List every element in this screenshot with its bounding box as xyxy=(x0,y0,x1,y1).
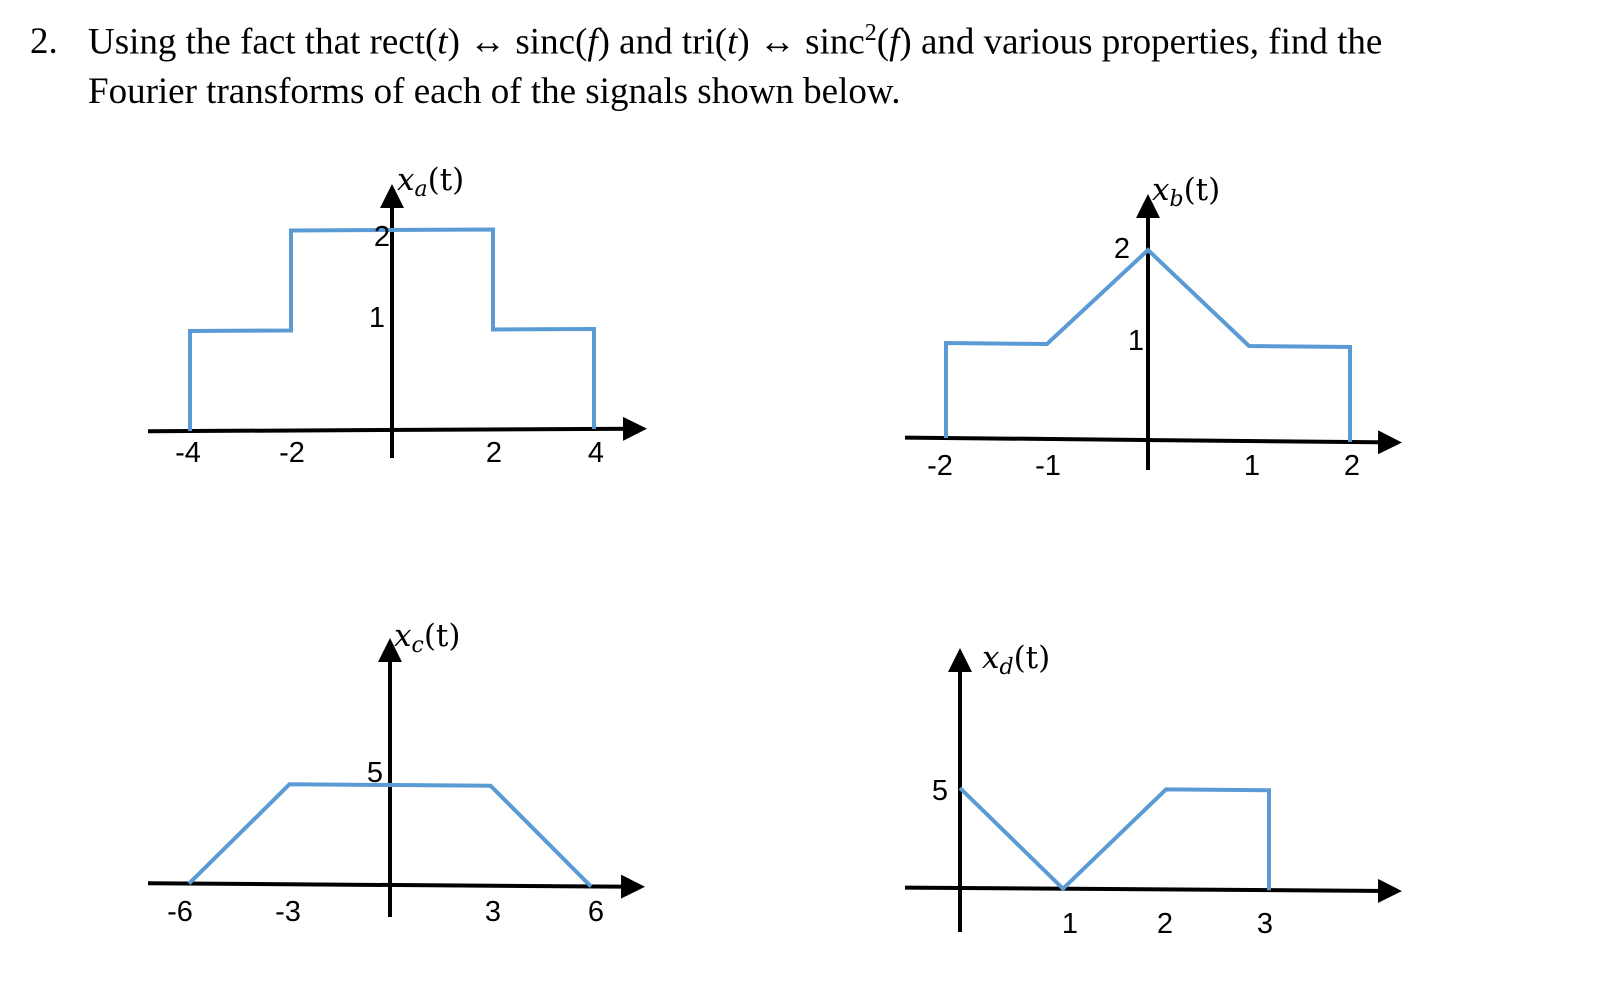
plot-c: -6 -3 3 6 5 xc(t) xyxy=(147,618,645,928)
y-tick-label: 1 xyxy=(369,302,385,334)
math-var: f xyxy=(889,21,900,63)
signal-curve-c xyxy=(187,782,593,888)
signal-label-d: xd(t) xyxy=(982,640,1050,680)
label-subscript: b xyxy=(1169,187,1183,212)
math-superscript: 2 xyxy=(864,20,877,46)
plot-a: -4 -2 2 4 2 1 xa(t) xyxy=(147,162,647,469)
x-tick-label: 3 xyxy=(485,896,501,928)
signal-label-a: xa(t) xyxy=(397,162,464,202)
problem-line-2: Fourier transforms of each of the signal… xyxy=(88,71,901,113)
problem-number: 2. xyxy=(30,21,58,63)
problem-statement: 2. Using the fact that rect(t) ↔ sinc(f) … xyxy=(30,8,1590,117)
label-arg: (t) xyxy=(1184,172,1221,208)
plot-d: 1 2 3 5 xd(t) xyxy=(904,640,1402,940)
signal-label-b: xb(t) xyxy=(1152,172,1220,212)
x-tick-label: 3 xyxy=(1257,908,1273,940)
x-tick-label: -4 xyxy=(175,437,201,469)
x-tick-label: -1 xyxy=(1035,450,1061,482)
label-arg: (t) xyxy=(424,618,461,654)
label-var: x xyxy=(394,618,412,654)
text-segment: Using the fact that rect( xyxy=(88,21,438,63)
y-tick-label: 2 xyxy=(1114,233,1130,265)
math-var: t xyxy=(437,21,448,63)
text-segment: ) and tri( xyxy=(597,21,728,63)
x-tick-label: 2 xyxy=(486,437,502,469)
x-axis-d xyxy=(904,878,1402,903)
label-subscript: a xyxy=(414,177,427,202)
problem-line-1: 2. Using the fact that rect(t) ↔ sinc(f) … xyxy=(30,8,1590,67)
y-tick-label: 1 xyxy=(1128,325,1144,357)
signal-curve-d xyxy=(958,786,1271,892)
plot-b: -2 -1 1 2 2 1 xb(t) xyxy=(904,172,1402,482)
x-tick-label: 2 xyxy=(1344,450,1360,482)
label-var: x xyxy=(397,162,415,198)
signal-curve-b xyxy=(944,247,1352,442)
label-subscript: c xyxy=(411,633,423,658)
math-var: f xyxy=(587,21,598,63)
x-tick-label: 1 xyxy=(1062,908,1078,940)
text-segment: ) ↔ sinc xyxy=(737,21,865,63)
label-subscript: d xyxy=(999,655,1013,680)
x-tick-label: 1 xyxy=(1244,450,1260,482)
text-segment: ) and various properties, find the xyxy=(899,21,1383,63)
x-tick-label: 6 xyxy=(588,896,604,928)
text-segment: ( xyxy=(876,21,890,63)
math-var: t xyxy=(727,21,738,63)
label-var: x xyxy=(982,640,1000,676)
y-tick-label: 2 xyxy=(374,221,390,253)
x-tick-label: 4 xyxy=(588,437,604,469)
x-tick-label: -2 xyxy=(927,450,953,482)
y-tick-label: 5 xyxy=(367,757,383,789)
x-tick-label: -3 xyxy=(275,896,301,928)
x-tick-label: -6 xyxy=(167,896,193,928)
text-segment: ) ↔ sinc( xyxy=(447,21,588,63)
label-arg: (t) xyxy=(428,162,465,198)
label-var: x xyxy=(1152,172,1170,208)
x-tick-label: 2 xyxy=(1157,908,1173,940)
label-arg: (t) xyxy=(1014,640,1051,676)
signal-curve-a xyxy=(188,227,596,431)
y-tick-label: 5 xyxy=(932,775,948,807)
signal-label-c: xc(t) xyxy=(394,618,460,658)
x-tick-label: -2 xyxy=(279,437,305,469)
